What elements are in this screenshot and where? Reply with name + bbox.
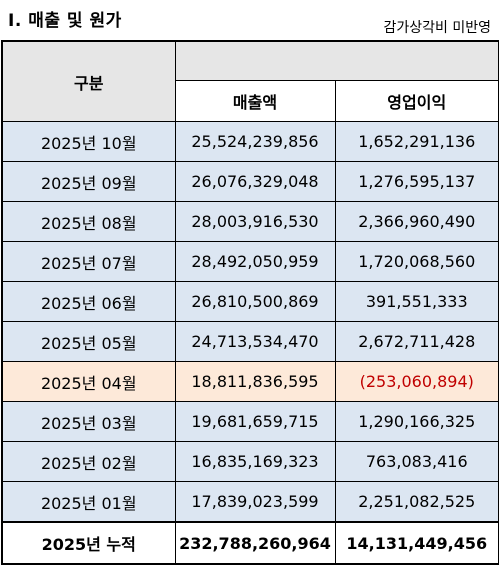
- row-op-profit: 391,551,333: [334, 281, 499, 322]
- total-revenue: 232,788,260,964: [174, 521, 336, 565]
- row-revenue: 25,524,239,856: [174, 121, 336, 162]
- row-period: 2025년 04월: [1, 361, 176, 402]
- row-revenue: 26,810,500,869: [174, 281, 336, 322]
- row-revenue: 28,492,050,959: [174, 241, 336, 282]
- revenue-table: 구분 매출액 영업이익 2025년 10월 25,524,239,856 1,6…: [1, 40, 499, 565]
- row-revenue: 28,003,916,530: [174, 201, 336, 242]
- table-row: 2025년 02월 16,835,169,323 763,083,416: [1, 441, 499, 482]
- table-row: 2025년 06월 26,810,500,869 391,551,333: [1, 281, 499, 322]
- header-op-profit: 영업이익: [334, 80, 499, 122]
- row-period: 2025년 03월: [1, 401, 176, 442]
- table-row: 2025년 05월 24,713,534,470 2,672,711,428: [1, 321, 499, 362]
- row-op-profit: 763,083,416: [334, 441, 499, 482]
- row-op-profit: 1,652,291,136: [334, 121, 499, 162]
- row-op-profit: 1,720,068,560: [334, 241, 499, 282]
- table-row: 2025년 08월 28,003,916,530 2,366,960,490: [1, 201, 499, 242]
- table-row-highlighted: 2025년 04월 18,811,836,595 (253,060,894): [1, 361, 499, 402]
- header-revenue: 매출액: [174, 80, 336, 122]
- total-row: 2025년 누적 232,788,260,964 14,131,449,456: [1, 521, 499, 565]
- row-op-profit: 1,290,166,325: [334, 401, 499, 442]
- row-period: 2025년 07월: [1, 241, 176, 282]
- row-period: 2025년 09월: [1, 161, 176, 202]
- depreciation-note: 감가상각비 미반영: [383, 20, 492, 36]
- total-op-profit: 14,131,449,456: [334, 521, 499, 565]
- total-label: 2025년 누적: [1, 521, 176, 565]
- table-row: 2025년 10월 25,524,239,856 1,652,291,136: [1, 121, 499, 162]
- row-period: 2025년 08월: [1, 201, 176, 242]
- header-group-label: 구분: [1, 40, 176, 122]
- row-revenue: 18,811,836,595: [174, 361, 336, 402]
- row-revenue: 26,076,329,048: [174, 161, 336, 202]
- table-row: 2025년 07월 28,492,050,959 1,720,068,560: [1, 241, 499, 282]
- row-revenue: 19,681,659,715: [174, 401, 336, 442]
- table-row: 2025년 03월 19,681,659,715 1,290,166,325: [1, 401, 499, 442]
- row-period: 2025년 02월: [1, 441, 176, 482]
- table-row: 2025년 01월 17,839,023,599 2,251,082,525: [1, 481, 499, 523]
- row-revenue: 24,713,534,470: [174, 321, 336, 362]
- row-op-profit: 1,276,595,137: [334, 161, 499, 202]
- row-period: 2025년 01월: [1, 481, 176, 523]
- section-title: Ⅰ. 매출 및 원가: [8, 11, 122, 31]
- row-op-profit-negative: (253,060,894): [334, 361, 499, 402]
- row-period: 2025년 06월: [1, 281, 176, 322]
- row-op-profit: 2,251,082,525: [334, 481, 499, 523]
- row-op-profit: 2,366,960,490: [334, 201, 499, 242]
- row-period: 2025년 10월: [1, 121, 176, 162]
- row-period: 2025년 05월: [1, 321, 176, 362]
- row-revenue: 16,835,169,323: [174, 441, 336, 482]
- row-op-profit: 2,672,711,428: [334, 321, 499, 362]
- table-row: 2025년 09월 26,076,329,048 1,276,595,137: [1, 161, 499, 202]
- row-revenue: 17,839,023,599: [174, 481, 336, 523]
- header-blank: [174, 40, 499, 81]
